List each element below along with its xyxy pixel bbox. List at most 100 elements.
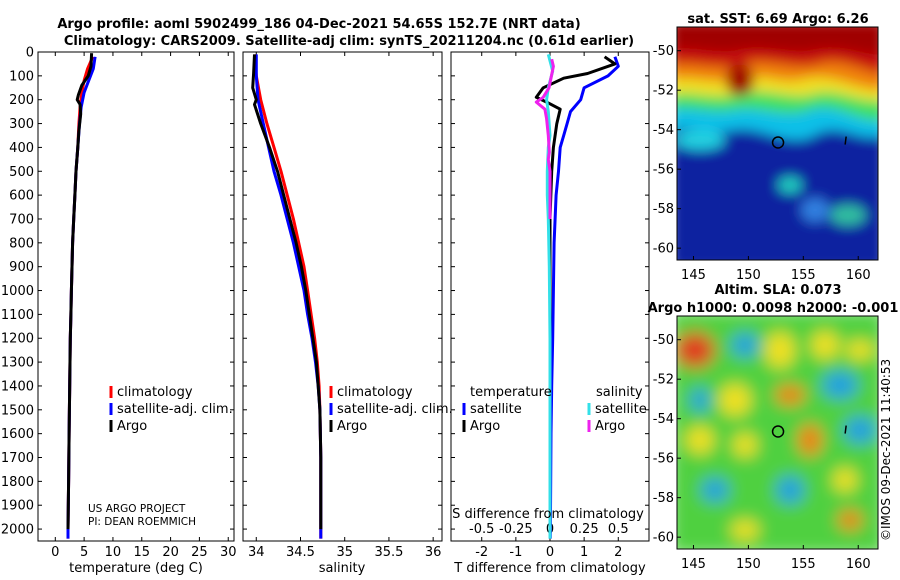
map-x-tick-label: 160 — [846, 268, 871, 283]
sst-map-axes: 145 150 155 160 -50 -52 -54 -56 -58 -60 — [653, 44, 871, 283]
series-line-argo — [66, 53, 94, 530]
map-y-tick-label: -58 — [653, 491, 674, 506]
map-y-tick-label: -60 — [653, 531, 674, 546]
depth-tick-label: 1700 — [1, 451, 34, 466]
map-x-tick-label: 150 — [736, 268, 761, 283]
figure-title-line1: Argo profile: aoml 5902499_186 04-Dec-20… — [57, 17, 580, 32]
sst-field — [677, 27, 878, 260]
salinity-lines — [251, 54, 323, 539]
map-x-tick-label: 145 — [681, 268, 706, 283]
depth-tick-label: 1300 — [1, 356, 34, 371]
salinity-xlabel: salinity — [319, 561, 366, 576]
depth-tick-label: 900 — [9, 260, 34, 275]
map-y-tick-label: -52 — [653, 84, 674, 99]
legend-label-argo: Argo — [337, 419, 367, 434]
figure-title-line2: Climatology: CARS2009. Satellite-adj cli… — [64, 34, 634, 49]
credit-project: US ARGO PROJECT — [88, 503, 186, 515]
map-y-tick-label: -54 — [653, 412, 674, 427]
x-tick-label: 25 — [191, 545, 208, 560]
depth-tick-label: 800 — [9, 236, 34, 251]
depth-tick-label: 1000 — [1, 284, 34, 299]
sla-map-panel: Altim. SLA: 0.073 Argo h1000: 0.0098 h20… — [648, 283, 899, 572]
x-tick-label: 30 — [220, 545, 237, 560]
map-y-tick-label: -50 — [653, 333, 674, 348]
series-line-t-satellite — [548, 56, 620, 539]
legend-label-satellite: satellite-adj. clim. — [337, 402, 453, 417]
depth-axis: 0 100 200 300 400 500 600 700 800 900 1000 1100 1200… — [1, 46, 234, 538]
map-y-tick-label: -54 — [653, 123, 674, 138]
legend-label-s-argo: Argo — [595, 419, 625, 434]
salinity-axes-frame — [242, 51, 443, 542]
x-tick-label: -2 — [475, 545, 488, 560]
map-x-tick-label: 155 — [791, 268, 816, 283]
series-line-argo — [251, 54, 323, 530]
legend-label-climatology: climatology — [337, 385, 413, 400]
s-tick-label: -0.25 — [499, 522, 533, 537]
sla-map-frame — [676, 315, 879, 550]
depth-tick-label: 1500 — [1, 403, 34, 418]
difference-depth-ticks — [451, 51, 649, 530]
x-tick-label: 5 — [80, 545, 88, 560]
legend-label-t-argo: Argo — [470, 419, 500, 434]
legend-label-climatology: climatology — [117, 385, 193, 400]
sla-map-title-line2: Argo h1000: 0.0098 h2000: -0.001 — [648, 301, 899, 316]
sla-field — [677, 316, 878, 549]
temperature-xlabel: temperature (deg C) — [69, 561, 203, 576]
legend-label-s-satellite: satellite — [595, 402, 647, 417]
sst-map-frame — [676, 26, 879, 261]
legend-header-salinity: salinity — [596, 385, 643, 400]
map-y-tick-label: -60 — [653, 242, 674, 257]
x-tick-label: 20 — [162, 545, 179, 560]
x-tick-label: 0 — [546, 545, 554, 560]
s-tick-label: 0.25 — [570, 522, 599, 537]
depth-tick-label: 0 — [26, 46, 34, 61]
depth-tick-label: 1800 — [1, 475, 34, 490]
depth-tick-label: 1100 — [1, 308, 34, 323]
t-difference-xlabel: T difference from climatology — [453, 561, 646, 576]
depth-tick-label: 700 — [9, 212, 34, 227]
temperature-x-axis: 0 5 10 15 20 25 30 — [51, 52, 237, 560]
temperature-lines — [66, 53, 97, 539]
depth-tick-label: 100 — [9, 69, 34, 84]
depth-tick-label: 600 — [9, 189, 34, 204]
depth-tick-label: 1400 — [1, 379, 34, 394]
sla-map-axes: 145 150 155 160 -50 -52 -54 -56 -58 -60 — [653, 333, 871, 572]
map-y-tick-label: -56 — [653, 163, 674, 178]
x-tick-label: 36 — [425, 545, 442, 560]
s-difference-x-axis: -0.5 -0.25 0 0.25 0.5 — [469, 522, 629, 537]
map-x-tick-label: 150 — [736, 557, 761, 572]
depth-tick-label: 2000 — [1, 523, 34, 538]
depth-tick-label: 500 — [9, 165, 34, 180]
x-tick-label: 1 — [580, 545, 588, 560]
map-y-tick-label: -58 — [653, 202, 674, 217]
map-y-tick-label: -56 — [653, 452, 674, 467]
temperature-panel: 0100200300400500600700800900100011001200… — [1, 46, 237, 577]
difference-legend: temperature salinity satellite Argo sate… — [462, 385, 647, 434]
x-tick-label: 0 — [51, 545, 59, 560]
sst-map-title: sat. SST: 6.69 Argo: 6.26 — [687, 12, 868, 27]
depth-tick-label: 1600 — [1, 427, 34, 442]
difference-panel: -2 -1 0 1 2 -0.5 -0.25 0 0.25 0.5 S difference f… — [450, 51, 650, 576]
legend-label-t-satellite: satellite — [470, 402, 522, 417]
depth-tick-label: 400 — [9, 141, 34, 156]
float-track-mark — [844, 136, 847, 145]
x-tick-label: 10 — [105, 545, 122, 560]
legend-header-temperature: temperature — [470, 385, 552, 400]
salinity-legend: climatology satellite-adj. clim. Argo — [329, 385, 453, 434]
x-tick-label: 34 — [248, 545, 265, 560]
series-line-s-argo — [534, 58, 555, 219]
depth-tick-label: 200 — [9, 93, 34, 108]
sst-map-panel: sat. SST: 6.69 Argo: 6.26 145 150 155 160 -5… — [653, 12, 879, 283]
x-tick-label: 35.5 — [374, 545, 403, 560]
salinity-panel: 34 34.5 35 35.5 36 salinity climatology sate… — [242, 51, 453, 576]
salinity-x-axis: 34 34.5 35 35.5 36 — [248, 52, 441, 560]
sla-map-title-line1: Altim. SLA: 0.073 — [715, 283, 842, 298]
s-tick-label: -0.5 — [469, 522, 494, 537]
map-y-tick-label: -50 — [653, 44, 674, 59]
legend-label-satellite: satellite-adj. clim. — [117, 402, 233, 417]
map-x-tick-label: 160 — [846, 557, 871, 572]
argo-location-marker — [771, 425, 785, 438]
salinity-depth-ticks — [243, 51, 442, 530]
x-tick-label: 35 — [336, 545, 353, 560]
depth-tick-label: 1900 — [1, 499, 34, 514]
